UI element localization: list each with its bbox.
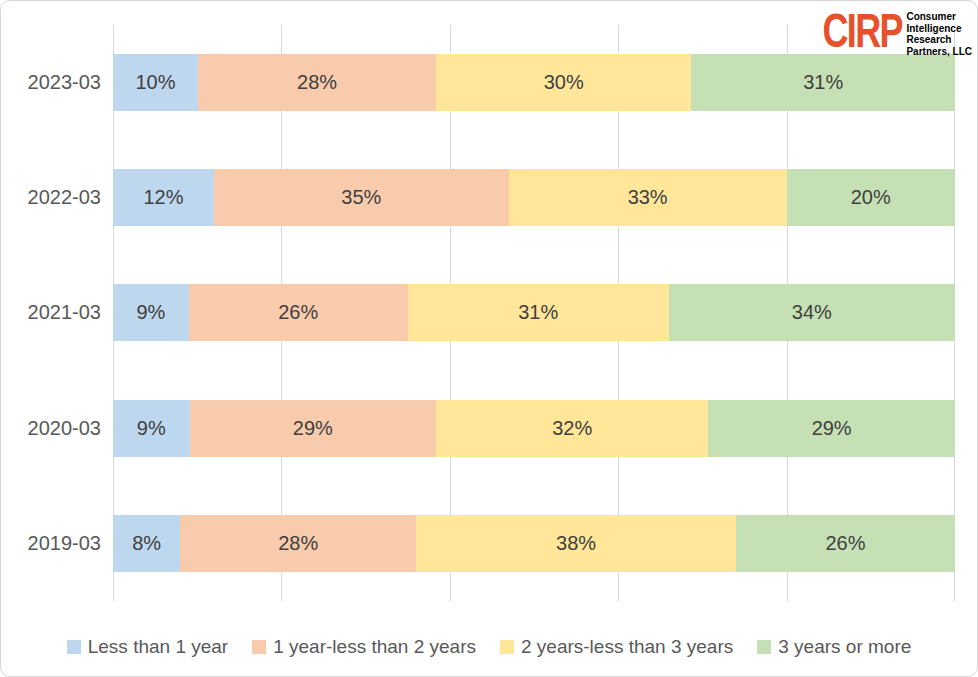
legend-item: 1 year-less than 2 years <box>252 636 476 658</box>
bar-segment: 26% <box>189 284 408 341</box>
segment-value-label: 12% <box>144 186 184 209</box>
segment-value-label: 38% <box>556 532 596 555</box>
bar-segment: 28% <box>180 515 416 572</box>
stacked-bar: 9% 29% 32% 29% <box>113 400 955 457</box>
legend: Less than 1 year 1 year-less than 2 years… <box>1 636 977 658</box>
bar-row-2019-03: 2019-038%28%38%26% <box>113 486 955 601</box>
logo-line: Intelligence <box>906 23 972 35</box>
category-label: 2023-03 <box>9 71 101 94</box>
legend-swatch-icon <box>757 640 771 654</box>
bar-segment: 28% <box>198 54 436 111</box>
cirp-logo-company-name: Consumer Intelligence Research Partners,… <box>906 9 972 58</box>
bar-segment: 10% <box>113 54 198 111</box>
segment-value-label: 31% <box>518 301 558 324</box>
segment-value-label: 29% <box>293 417 333 440</box>
bar-segment: 34% <box>669 284 955 341</box>
logo-line: Consumer <box>906 11 972 23</box>
stacked-bar: 8% 28% 38% 26% <box>113 515 955 572</box>
bar-segment: 32% <box>436 400 708 457</box>
legend-item: 2 years-less than 3 years <box>500 636 733 658</box>
segment-value-label: 33% <box>628 186 668 209</box>
plot-area: 2023-0310%28%30%31%2022-0312%35%33%20%20… <box>113 25 955 601</box>
legend-swatch-icon <box>67 640 81 654</box>
legend-label: 2 years-less than 3 years <box>521 636 733 658</box>
bar-segment: 20% <box>787 169 955 226</box>
legend-item: 3 years or more <box>757 636 911 658</box>
category-label: 2022-03 <box>9 186 101 209</box>
bar-segment: 35% <box>214 169 509 226</box>
bar-rows: 2023-0310%28%30%31%2022-0312%35%33%20%20… <box>113 25 955 601</box>
bar-segment: 30% <box>436 54 691 111</box>
segment-value-label: 31% <box>803 71 843 94</box>
legend-swatch-icon <box>500 640 514 654</box>
bar-segment: 31% <box>408 284 669 341</box>
bar-segment: 8% <box>113 515 180 572</box>
category-label: 2019-03 <box>9 532 101 555</box>
bar-segment: 38% <box>416 515 736 572</box>
stacked-bar: 10% 28% 30% 31% <box>113 54 955 111</box>
segment-value-label: 29% <box>812 417 852 440</box>
logo-line: Research <box>906 34 972 46</box>
legend-item: Less than 1 year <box>67 636 228 658</box>
legend-label: 1 year-less than 2 years <box>273 636 476 658</box>
bar-row-2020-03: 2020-039%29%32%29% <box>113 371 955 486</box>
legend-label: 3 years or more <box>778 636 911 658</box>
bar-segment: 9% <box>113 284 189 341</box>
bar-segment: 26% <box>736 515 955 572</box>
bar-segment: 31% <box>691 54 955 111</box>
logo-line: Partners, LLC <box>906 46 972 58</box>
segment-value-label: 35% <box>341 186 381 209</box>
segment-value-label: 28% <box>297 71 337 94</box>
stacked-bar: 12% 35% 33% 20% <box>113 169 955 226</box>
legend-swatch-icon <box>252 640 266 654</box>
segment-value-label: 26% <box>278 301 318 324</box>
bar-row-2021-03: 2021-039%26%31%34% <box>113 255 955 370</box>
bar-segment: 9% <box>113 400 190 457</box>
chart-canvas: CIRP Consumer Intelligence Research Part… <box>0 0 978 677</box>
bar-segment: 33% <box>509 169 787 226</box>
cirp-logo: CIRP Consumer Intelligence Research Part… <box>800 9 972 58</box>
cirp-logo-acronym: CIRP <box>822 9 901 53</box>
segment-value-label: 10% <box>136 71 176 94</box>
segment-value-label: 28% <box>278 532 318 555</box>
bar-segment: 29% <box>190 400 437 457</box>
segment-value-label: 26% <box>826 532 866 555</box>
segment-value-label: 9% <box>137 417 166 440</box>
stacked-bar: 9% 26% 31% 34% <box>113 284 955 341</box>
segment-value-label: 9% <box>136 301 165 324</box>
segment-value-label: 30% <box>544 71 584 94</box>
legend-label: Less than 1 year <box>88 636 228 658</box>
bar-segment: 12% <box>113 169 214 226</box>
bar-segment: 29% <box>708 400 955 457</box>
segment-value-label: 8% <box>132 532 161 555</box>
category-label: 2020-03 <box>9 417 101 440</box>
bar-row-2022-03: 2022-0312%35%33%20% <box>113 140 955 255</box>
category-label: 2021-03 <box>9 301 101 324</box>
segment-value-label: 20% <box>851 186 891 209</box>
segment-value-label: 32% <box>552 417 592 440</box>
segment-value-label: 34% <box>792 301 832 324</box>
